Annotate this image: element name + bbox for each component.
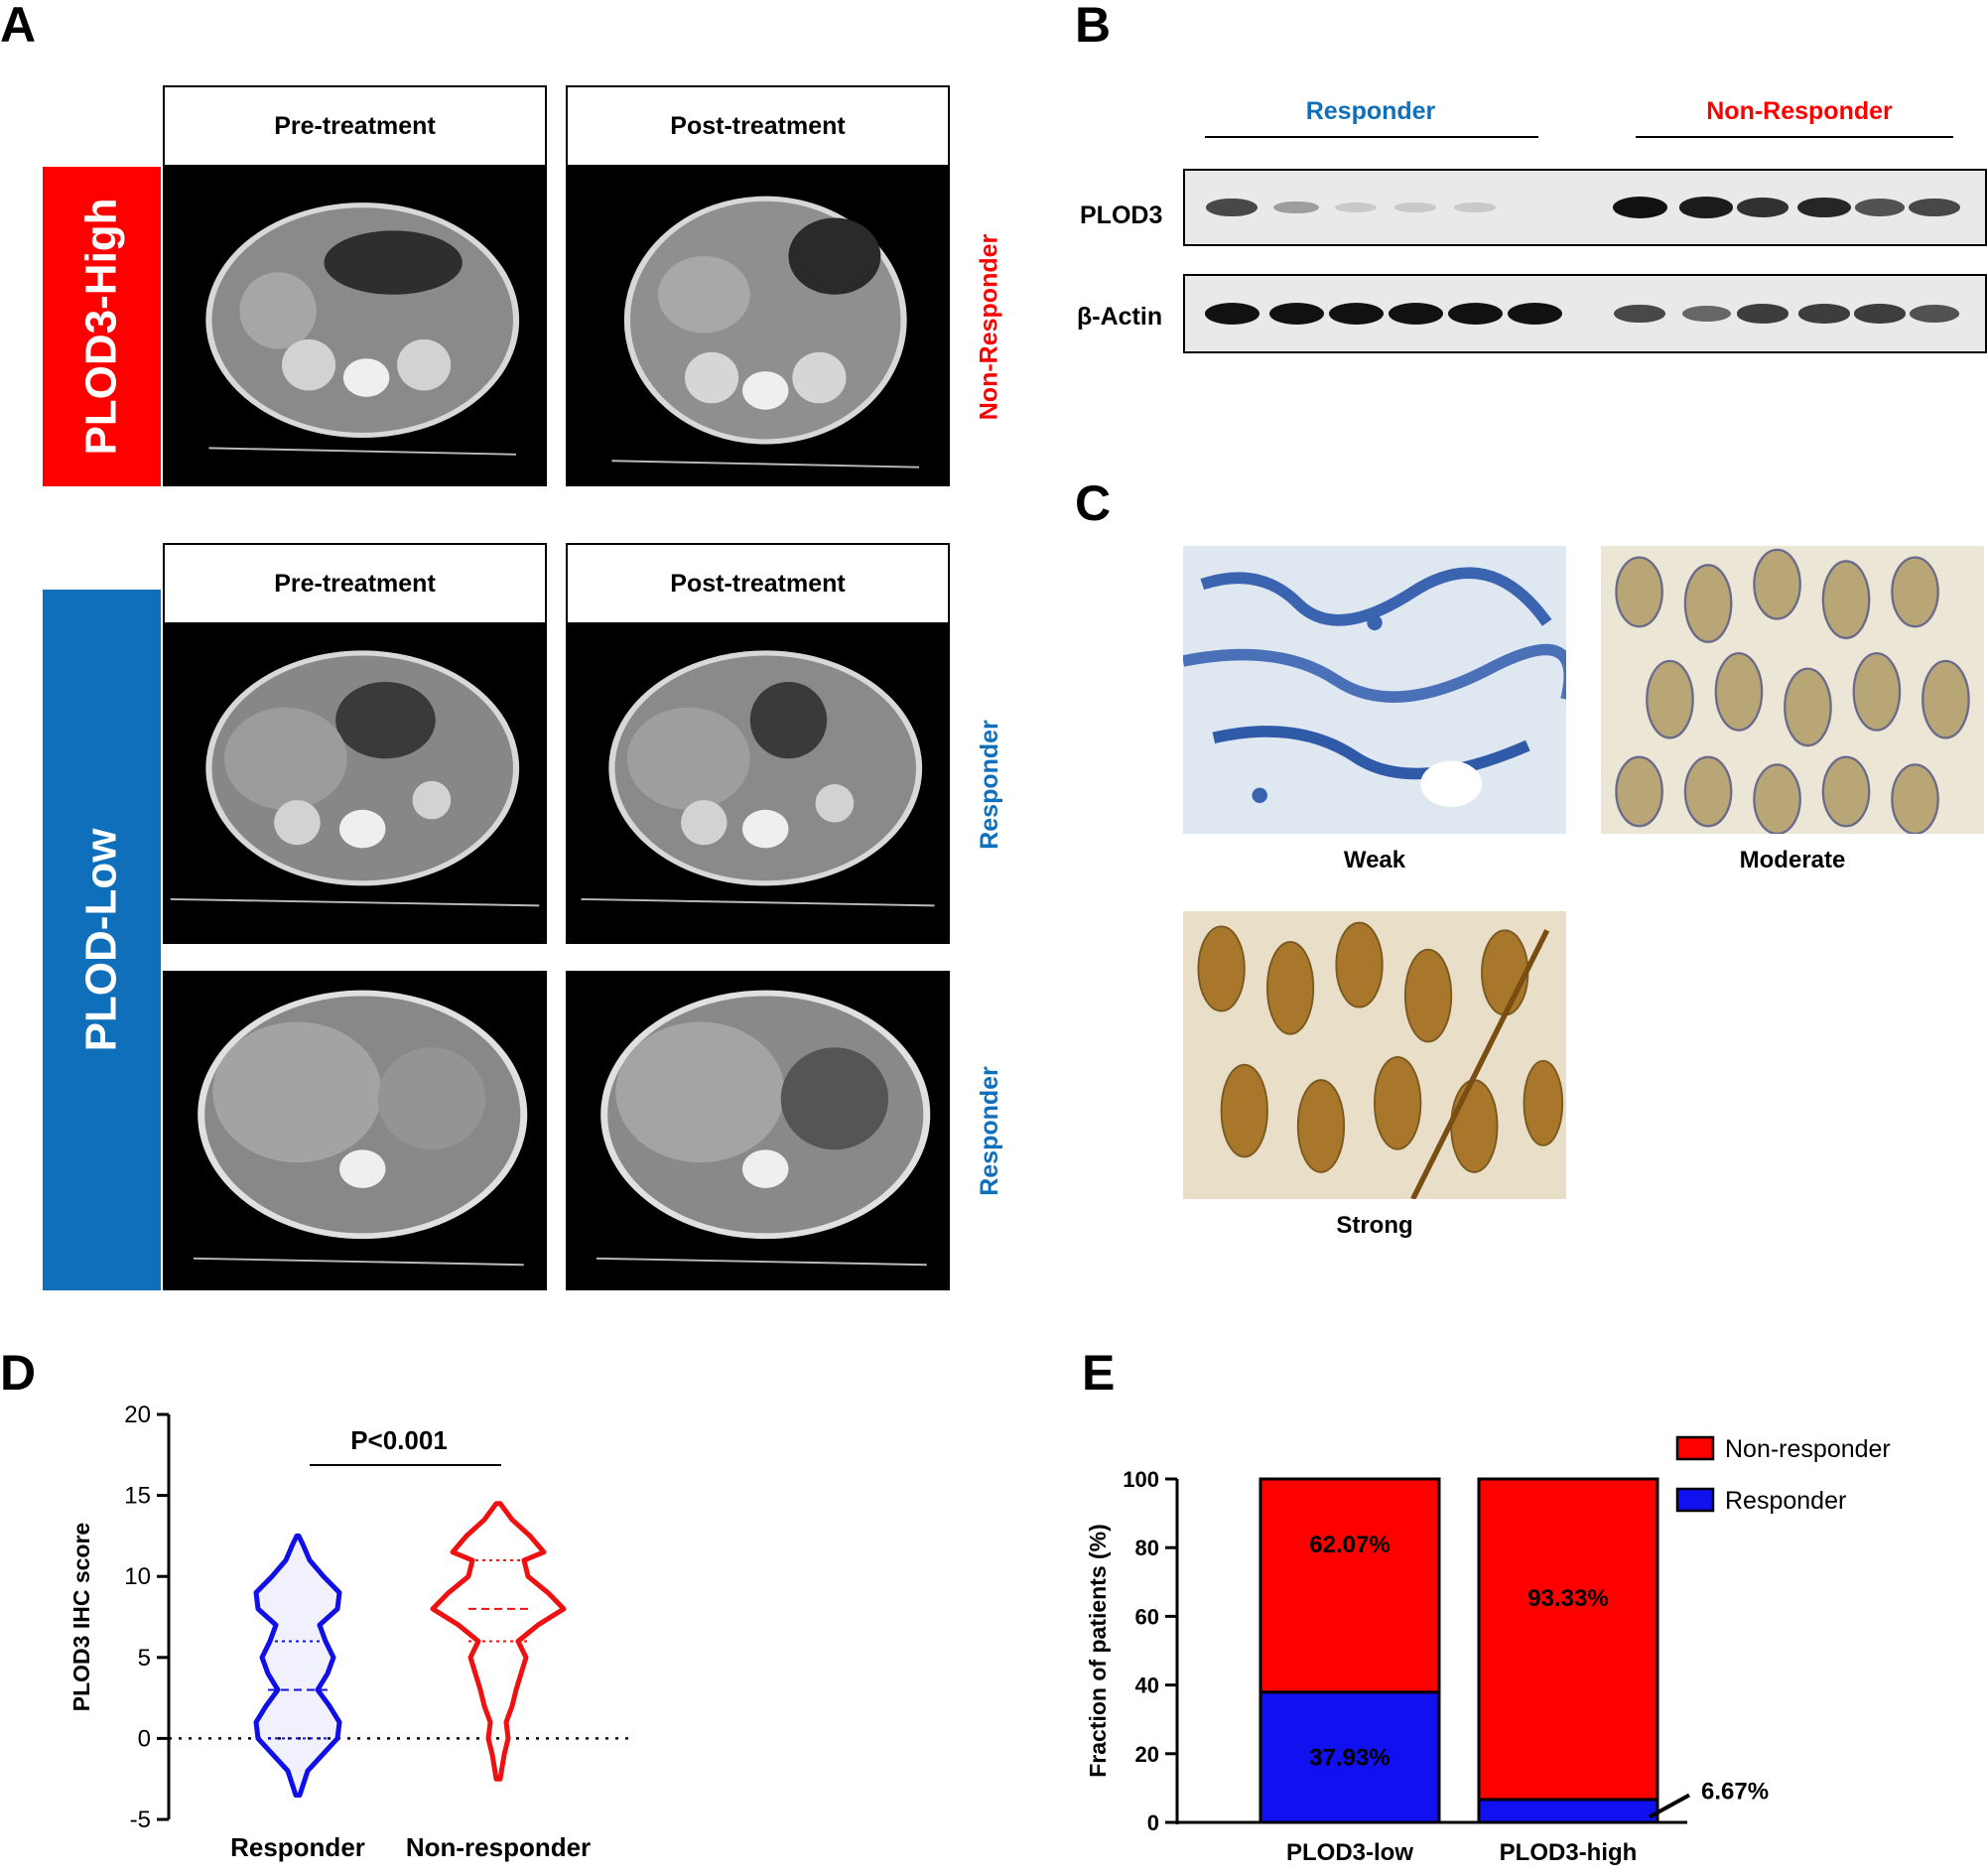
actin-band [1268,303,1324,325]
ihc-image-weak [1183,546,1566,834]
x-tick-label: Responder [230,1832,365,1862]
actin-band [1798,304,1850,324]
y-axis-label: Fraction of patients (%) [1085,1524,1111,1778]
legend-label: Non-responder [1725,1435,1891,1463]
bar-segment-non-responder [1258,1477,1441,1694]
caption-strong: Strong [1336,1212,1413,1239]
stacked-bar-chart: 0 20 40 60 80 100 Fraction of patients (%) 62.0… [1085,1435,1891,1866]
ct-scan-low-post-1 [566,624,950,944]
y-tick-label: 80 [1135,1536,1159,1560]
y-tick-label: -5 [130,1807,151,1833]
y-tick-label: 100 [1123,1467,1159,1492]
actin-band [1507,303,1562,325]
bar-segment-responder [1477,1798,1659,1824]
plod3-band [1612,197,1667,218]
panel-label-a: A [0,0,37,53]
data-label-non-responder: 93.33% [1527,1585,1608,1612]
ct-scan-high-post [566,167,950,486]
actin-band [1737,304,1788,324]
legend-label: Responder [1725,1487,1846,1515]
ihc-image-strong [1183,911,1566,1199]
violin-0 [253,1533,342,1799]
ct-scan-low-pre-2 [163,971,547,1290]
caption-moderate: Moderate [1739,847,1846,873]
actin-band [1388,303,1443,325]
panel-label-c: C [1075,475,1112,531]
plod3-band [1909,198,1960,217]
plod3-band [1797,197,1851,218]
x-tick-label: PLOD3-high [1500,1839,1638,1866]
actin-band [1854,304,1906,324]
y-tick-label: 5 [138,1645,151,1672]
group-label-responder: Responder [1305,97,1436,125]
status-label-non-responder: Non-Responder [975,233,1003,420]
group-label-non-responder: Non-Responder [1706,97,1893,125]
plod3-band [1678,197,1734,218]
responder-bracket-line [1205,136,1538,138]
x-tick-label: Non-responder [406,1832,591,1862]
status-label-responder-2: Responder [975,1065,1003,1196]
actin-band [1204,303,1259,325]
y-tick-label: 60 [1135,1604,1159,1629]
header-post-treatment-2: Post-treatment [566,543,950,624]
x-tick-label: PLOD3-low [1286,1839,1413,1866]
panel-label-b: B [1075,0,1112,53]
ct-scan-high-pre [163,167,547,486]
data-label-responder: 6.67% [1701,1778,1769,1805]
header-post-treatment: Post-treatment [566,85,950,167]
plod3-band [1206,198,1258,217]
y-tick-label: 10 [124,1563,151,1590]
y-tick-label: 40 [1135,1674,1159,1698]
violin-1 [430,1501,567,1782]
western-blot-actin [1183,274,1987,353]
data-label-leader [1649,1793,1690,1819]
group-label-plod3-high: PLOD3-High [43,167,161,486]
panel-label-d: D [0,1345,37,1401]
plod3-band [1854,199,1906,216]
actin-band [1328,303,1384,325]
status-label-responder-1: Responder [975,719,1003,850]
actin-band [1681,305,1731,323]
data-label-non-responder: 62.07% [1309,1532,1390,1558]
y-tick-label: 20 [124,1402,151,1428]
ct-scan-low-pre-1 [163,624,547,944]
y-axis-label: PLOD3 IHC score [68,1523,94,1711]
ihc-image-moderate [1601,546,1984,834]
group-label-plod-low: PLOD-Low [43,590,161,1290]
actin-band [1614,304,1665,324]
panel-label-e: E [1082,1345,1116,1401]
y-tick-label: 0 [1147,1810,1159,1835]
header-pre-treatment: Pre-treatment [163,85,547,167]
row-label-actin: β-Actin [1077,303,1163,331]
plod3-band [1394,202,1436,212]
legend-swatch [1675,1435,1715,1461]
caption-weak: Weak [1343,847,1406,873]
plod3-band [1334,201,1378,213]
y-tick-label: 20 [1135,1742,1159,1767]
y-tick-label: 15 [124,1483,151,1510]
p-value-annotation: P<0.001 [350,1425,448,1455]
legend-swatch [1675,1487,1715,1513]
bar-segment-responder [1258,1690,1441,1824]
plod3-band [1273,201,1319,214]
actin-band [1447,303,1503,325]
y-tick-label: 0 [138,1725,151,1752]
ct-scan-low-post-2 [566,971,950,1290]
actin-band [1909,305,1960,323]
header-pre-treatment-2: Pre-treatment [163,543,547,624]
data-label-responder: 37.93% [1309,1744,1390,1771]
plod3-band [1736,198,1789,217]
western-blot-plod3 [1183,169,1987,246]
non-responder-bracket-line [1636,136,1953,138]
violin-chart: -5 0 5 10 15 20 PLOD3 IHC score P<0.001 Responde… [68,1402,635,1862]
row-label-plod3: PLOD3 [1080,201,1163,229]
plod3-band [1454,202,1496,212]
bar-segment-non-responder [1477,1477,1659,1802]
